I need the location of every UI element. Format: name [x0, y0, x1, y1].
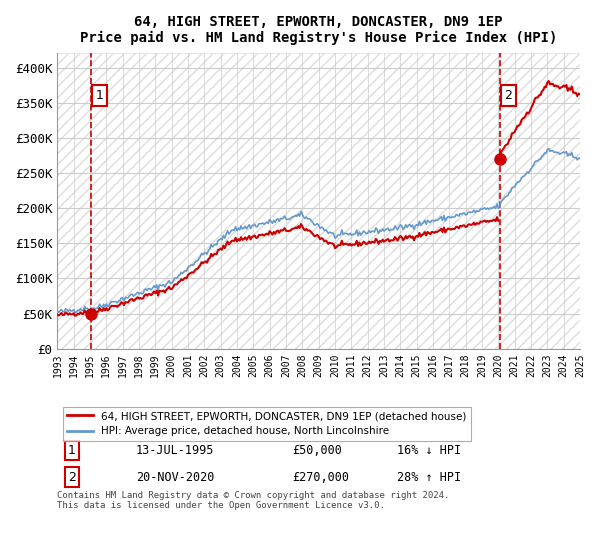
Text: £50,000: £50,000 [293, 444, 343, 457]
Text: 16% ↓ HPI: 16% ↓ HPI [397, 444, 461, 457]
Text: 13-JUL-1995: 13-JUL-1995 [136, 444, 214, 457]
Text: Contains HM Land Registry data © Crown copyright and database right 2024.
This d: Contains HM Land Registry data © Crown c… [58, 491, 450, 510]
Text: 1: 1 [68, 444, 76, 457]
Text: 2: 2 [68, 470, 76, 483]
Legend: 64, HIGH STREET, EPWORTH, DONCASTER, DN9 1EP (detached house), HPI: Average pric: 64, HIGH STREET, EPWORTH, DONCASTER, DN9… [62, 407, 470, 441]
Text: £270,000: £270,000 [293, 470, 350, 483]
Text: 20-NOV-2020: 20-NOV-2020 [136, 470, 214, 483]
Text: 2: 2 [505, 89, 512, 102]
Text: 1: 1 [95, 89, 104, 102]
Title: 64, HIGH STREET, EPWORTH, DONCASTER, DN9 1EP
Price paid vs. HM Land Registry's H: 64, HIGH STREET, EPWORTH, DONCASTER, DN9… [80, 15, 557, 45]
Text: 28% ↑ HPI: 28% ↑ HPI [397, 470, 461, 483]
